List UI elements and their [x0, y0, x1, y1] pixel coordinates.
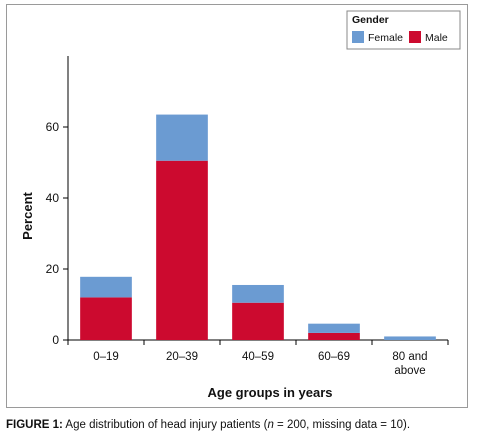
- bar-female: [156, 114, 208, 161]
- figure-frame: [6, 4, 468, 408]
- x-tick-label: 80 and: [392, 351, 427, 363]
- bar-female: [384, 336, 436, 340]
- caption-label: FIGURE 1:: [6, 419, 63, 431]
- bar-female: [232, 284, 284, 303]
- x-tick-label: above: [394, 365, 425, 377]
- figure-caption: FIGURE 1: Age distribution of head injur…: [6, 419, 410, 431]
- x-tick-label: 60–69: [318, 351, 350, 363]
- legend-swatch-female: [352, 31, 364, 43]
- legend-swatch-male: [409, 31, 421, 43]
- bar-male: [232, 302, 284, 340]
- caption-n-symbol: n: [267, 419, 274, 431]
- caption-text-before: Age distribution of head injury patients…: [62, 419, 268, 431]
- x-tick-label: 20–39: [166, 351, 198, 363]
- bar-male: [308, 332, 360, 340]
- caption-text-after: = 200, missing data = 10).: [273, 419, 411, 431]
- y-axis-title: Percent: [20, 191, 35, 239]
- y-tick-label: 0: [52, 333, 59, 347]
- legend-box: [346, 10, 461, 50]
- chart: 0 20 40 60 Percent 0–19 20–39 40–59 60–69 80 and a…: [20, 10, 461, 400]
- bar-male: [156, 160, 208, 340]
- legend-title: Gender: [352, 14, 389, 26]
- legend-label-female: Female: [368, 32, 403, 44]
- x-axis-title: Age groups in years: [208, 385, 333, 400]
- bar-female: [308, 323, 360, 333]
- x-tick-label: 0–19: [93, 351, 119, 363]
- bar-female: [80, 276, 132, 298]
- y-tick-label: 60: [46, 120, 60, 134]
- y-tick-label: 20: [46, 262, 60, 276]
- x-tick-label: 40–59: [242, 351, 274, 363]
- legend-label-male: Male: [425, 32, 448, 44]
- y-tick-label: 40: [46, 191, 60, 205]
- bar-male: [80, 297, 132, 340]
